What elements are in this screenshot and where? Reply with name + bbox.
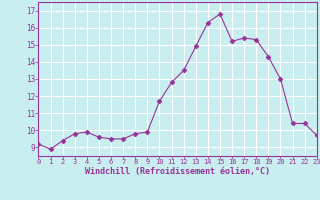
X-axis label: Windchill (Refroidissement éolien,°C): Windchill (Refroidissement éolien,°C) bbox=[85, 167, 270, 176]
